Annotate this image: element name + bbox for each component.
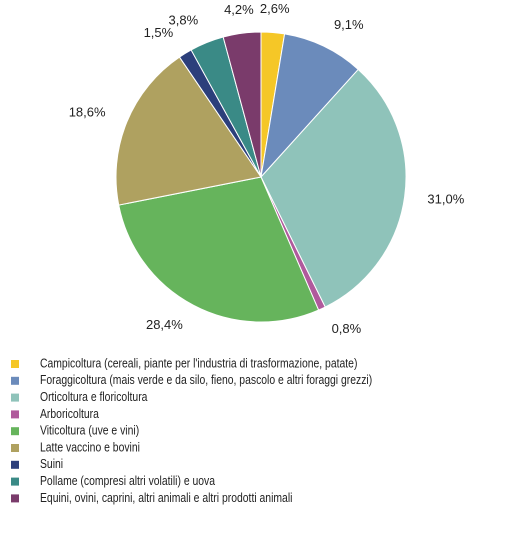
data-label: 2,6%: [260, 1, 290, 16]
pie-slice: [222, 31, 262, 178]
pie-slice: [260, 33, 359, 179]
legend-label: Orticoltura e floricoltura: [40, 390, 148, 404]
legend-label: Foraggicoltura (mais verde e da silo, fi…: [40, 373, 372, 387]
legend-swatch: [11, 410, 19, 419]
data-label: 4,2%: [224, 2, 254, 17]
data-label: 9,1%: [334, 17, 364, 32]
data-label: 0,8%: [332, 321, 362, 336]
legend-label: Latte vaccino e bovini: [40, 440, 140, 454]
legend-label: Equini, ovini, caprini, altri animali e …: [40, 491, 292, 505]
legend-label: Suini: [40, 457, 63, 471]
legend-swatch: [11, 360, 19, 368]
data-label: 1,5%: [144, 25, 174, 40]
data-label: 28,4%: [146, 317, 183, 332]
legend-swatch: [11, 477, 19, 486]
pie-slice: [260, 68, 407, 308]
legend-label: Campicoltura (cereali, piante per l'indu…: [40, 356, 358, 370]
legend-label: Viticoltura (uve e vini): [40, 424, 139, 438]
legend-swatch: [11, 494, 19, 503]
legend: Campicoltura (cereali, piante per l'indu…: [11, 356, 372, 505]
legend-swatch: [11, 376, 19, 385]
legend-swatch: [11, 427, 19, 436]
legend-label: Pollame (compresi altri volatili) e uova: [40, 474, 215, 488]
legend-swatch: [11, 460, 19, 469]
data-label: 18,6%: [69, 105, 106, 120]
pie-slice: [115, 56, 262, 206]
data-label: 3,8%: [169, 13, 199, 28]
pie-slice: [118, 176, 320, 323]
legend-swatch: [11, 444, 19, 452]
legend-label: Arboricoltura: [40, 407, 99, 421]
data-label: 31,0%: [427, 192, 464, 207]
legend-swatch: [11, 393, 19, 402]
